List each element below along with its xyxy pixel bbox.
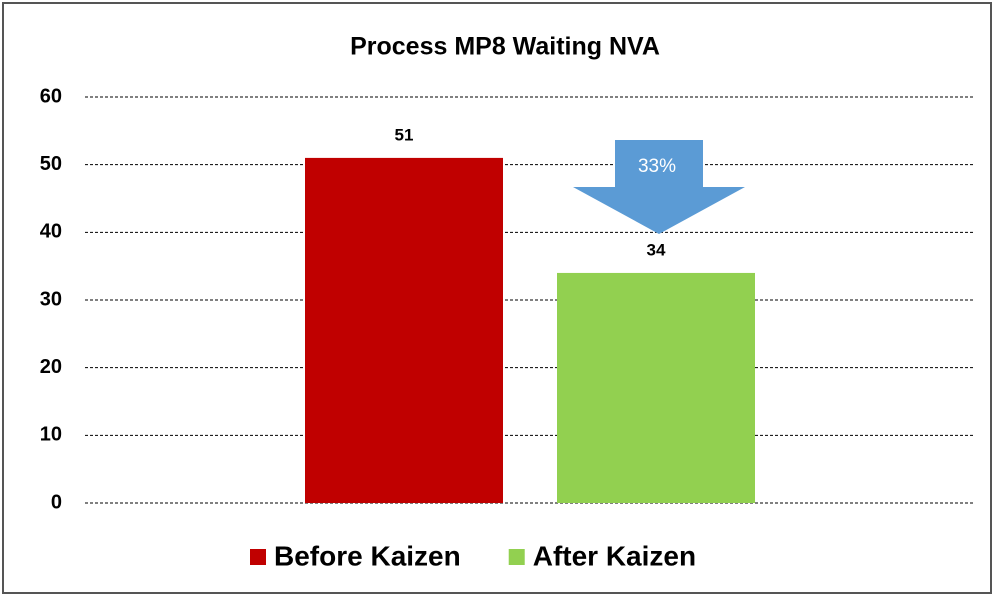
y-tick-label: 50 — [40, 153, 62, 175]
legend-label: Before Kaizen — [274, 540, 461, 571]
bar — [305, 157, 503, 503]
y-tick-label: 10 — [40, 424, 62, 446]
y-tick-label: 0 — [51, 491, 62, 513]
value-label: 51 — [395, 125, 414, 144]
y-tick-label: 60 — [40, 85, 62, 107]
legend-swatch — [508, 549, 525, 565]
bar — [557, 272, 755, 503]
legend-swatch — [250, 549, 266, 565]
chart-title: Process MP8 Waiting NVA — [350, 33, 660, 61]
legend-label: After Kaizen — [533, 540, 696, 571]
y-tick-label: 30 — [40, 288, 62, 310]
y-tick-label: 40 — [40, 221, 62, 243]
annotation: 33% — [638, 156, 676, 177]
down-arrow — [573, 140, 745, 234]
value-label: 34 — [647, 240, 666, 259]
y-tick-label: 20 — [40, 356, 62, 378]
